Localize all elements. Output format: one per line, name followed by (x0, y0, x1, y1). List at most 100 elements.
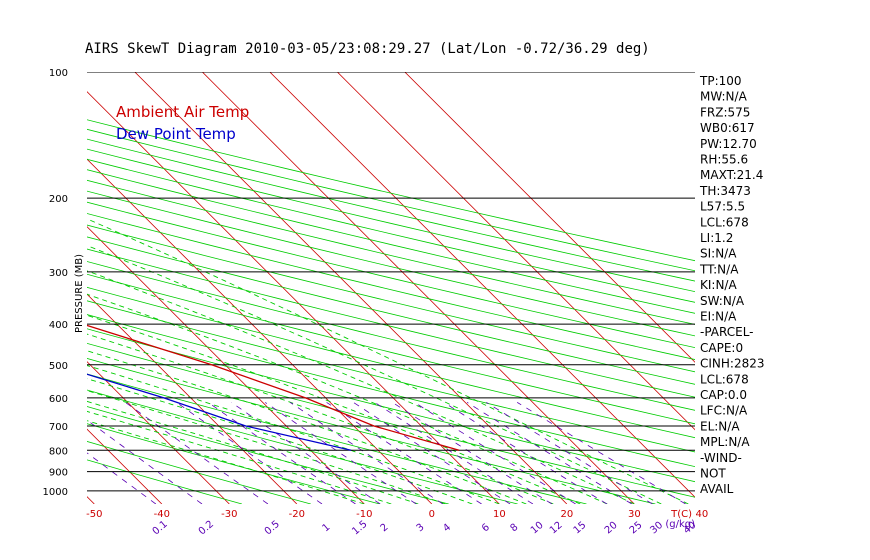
moist-adiabat-line (87, 365, 500, 504)
isotherm-line (0, 72, 27, 504)
dry-adiabat-line (87, 314, 695, 468)
dew-point-line (87, 373, 352, 451)
pressure-tick: 500 (49, 361, 68, 372)
mixing-ratio-tick: 0.1 (151, 519, 170, 538)
moist-adiabat-line (87, 420, 365, 504)
dry-adiabat-line (87, 261, 695, 411)
x-axis-label: T(C) (670, 509, 692, 520)
index-item: WB0:617 (700, 121, 755, 135)
legend-item: Dew Point Temp (116, 125, 236, 143)
pressure-tick: 200 (49, 194, 68, 205)
index-item: -WIND- (700, 451, 742, 465)
mixing-ratio-line (326, 402, 482, 504)
mixing-ratio-tick: 0.2 (197, 519, 216, 538)
index-item: PW:12.70 (700, 137, 757, 151)
dry-adiabat-line (87, 128, 695, 272)
mixing-ratio-tick: 10 (529, 520, 546, 537)
isotherm-line (337, 72, 695, 431)
index-item: L57:5.5 (700, 200, 745, 214)
index-item: EL:N/A (700, 419, 740, 433)
bottom-temp-tick: -30 (221, 509, 237, 520)
index-item: LCL:678 (700, 372, 749, 386)
index-item: MPL:N/A (700, 435, 750, 449)
chart-title: AIRS SkewT Diagram 2010-03-05/23:08:29.2… (85, 41, 650, 57)
index-item: EI:N/A (700, 310, 737, 324)
index-item: -PARCEL- (700, 325, 754, 339)
mixing-ratio-tick: 25 (628, 520, 645, 537)
isotherm-line (87, 226, 365, 504)
bottom-temp-tick: -40 (154, 509, 170, 520)
index-item: CAP:0.0 (700, 388, 747, 402)
dry-adiabat-line (87, 423, 380, 504)
mixing-ratio-tick: 1.5 (350, 519, 369, 538)
moist-adiabat-line (87, 350, 527, 504)
isotherm-line (404, 72, 695, 363)
pressure-tick: 800 (49, 446, 68, 457)
index-item: FRZ:575 (700, 105, 750, 119)
mixing-ratio-line (414, 402, 576, 504)
dry-adiabat-line (87, 342, 695, 498)
pressure-tick: 1000 (43, 487, 68, 498)
mixing-ratio-tick: 6 (480, 522, 492, 535)
isotherm-line (87, 293, 298, 504)
mixing-ratio-tick: 15 (572, 520, 589, 537)
dry-adiabat-line (87, 190, 695, 337)
dry-adiabat-line (87, 158, 695, 303)
mixing-ratio-tick: 12 (548, 520, 565, 537)
dry-adiabat-line (87, 224, 695, 373)
pressure-tick: 400 (49, 320, 68, 331)
dry-adiabat-line (87, 373, 587, 504)
index-item: CINH:2823 (700, 357, 765, 371)
moist-adiabat-line (87, 390, 446, 504)
dry-adiabat-line (87, 236, 695, 385)
y-axis-label: PRESSURE (MB) (74, 254, 85, 333)
moist-adiabat-line (87, 400, 419, 504)
dry-adiabat-line (87, 179, 695, 325)
index-item: TP:100 (699, 74, 742, 88)
moist-adiabat-line (87, 410, 392, 504)
mixing-ratio-label: (g/kg) (665, 519, 695, 530)
axis-layer: -120-110-100-90-80-70-60-50-401002003004… (43, 68, 709, 538)
mixing-ratio-tick: 3 (415, 522, 427, 535)
mixing-ratio-line (125, 402, 269, 504)
mixing-ratio-line (264, 402, 417, 504)
dry-adiabat-line (87, 273, 695, 425)
moist-adiabat-line (87, 293, 608, 504)
index-item: LI:1.2 (700, 231, 733, 245)
pressure-tick: 100 (49, 68, 68, 79)
index-item: RH:55.6 (700, 153, 748, 167)
index-item: TH:3473 (699, 184, 751, 198)
dry-adiabat-line (87, 389, 518, 504)
moist-adiabat-line (87, 378, 473, 504)
mixing-ratio-tick: 20 (603, 520, 620, 537)
bottom-temp-tick: 0 (429, 509, 435, 520)
mixing-ratio-tick: 0.5 (263, 519, 282, 538)
bottom-temp-tick: 40 (695, 509, 708, 520)
bottom-temp-tick: 20 (560, 509, 573, 520)
bottom-temp-tick: -10 (356, 509, 372, 520)
grid-layer (0, 72, 695, 504)
mixing-ratio-tick: 8 (509, 522, 521, 535)
index-item: CAPE:0 (700, 341, 743, 355)
pressure-tick: 600 (49, 394, 68, 405)
dry-adiabat-line (87, 300, 695, 453)
mixing-ratio-tick: 4 (441, 522, 453, 535)
isotherm-line (87, 158, 433, 504)
index-item: AVAIL (700, 482, 734, 496)
dry-adiabat-line (87, 201, 695, 349)
mixing-ratio-tick: 1 (320, 522, 332, 535)
moist-adiabat-line (87, 314, 581, 504)
dry-adiabat-line (87, 358, 656, 504)
mixing-ratio-line (176, 402, 323, 504)
index-item: LFC:N/A (700, 404, 748, 418)
pressure-tick: 700 (49, 422, 68, 433)
dry-adiabat-line (87, 328, 695, 483)
pressure-tick: 900 (49, 468, 68, 479)
moist-adiabat-line (87, 270, 635, 504)
moist-adiabat-line (87, 245, 662, 504)
dry-adiabat-line (87, 406, 449, 504)
dry-adiabat-line (87, 248, 695, 398)
dry-adiabat-line (87, 213, 695, 360)
